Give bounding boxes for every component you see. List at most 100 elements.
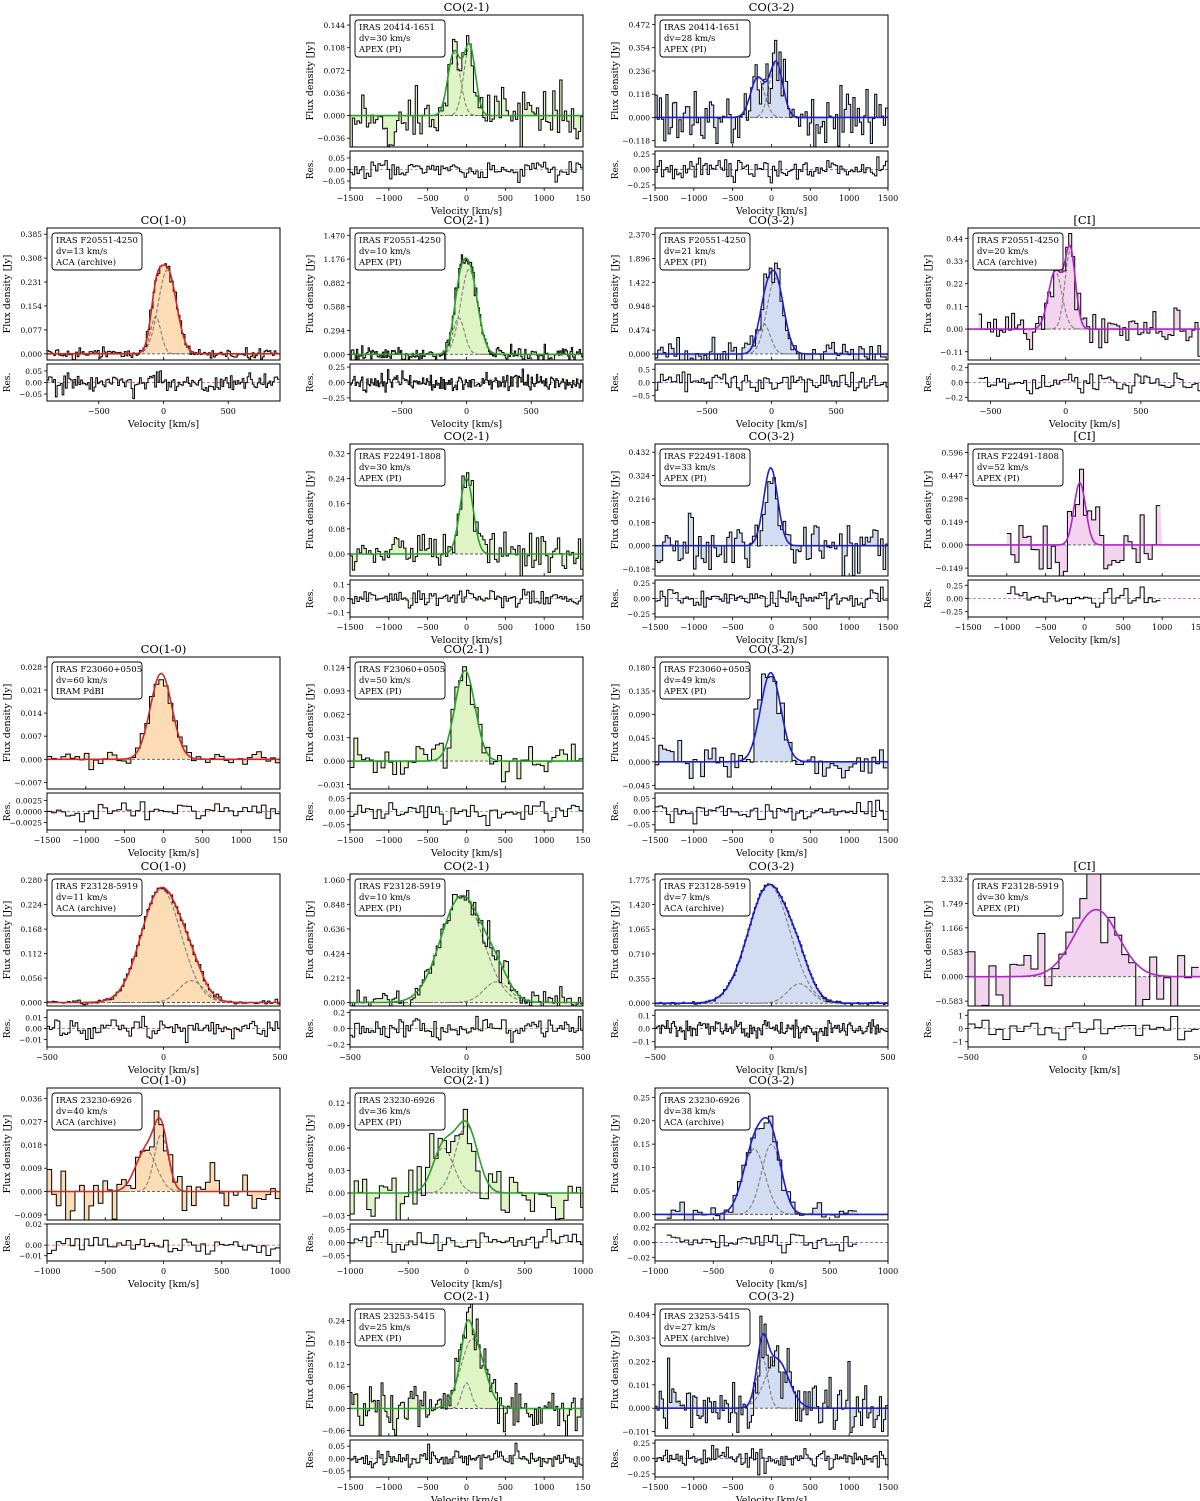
spectrum-panel-p5_1: CO(2-1) −0.03 0.00 0.03 0.06 0.09 0.12 −0.05 0.0… bbox=[305, 1073, 593, 1290]
x-tick-label: 1000 bbox=[839, 836, 859, 845]
x-tick-label: 0 bbox=[464, 1483, 469, 1492]
annotation-frame bbox=[354, 878, 446, 917]
annotation-frame bbox=[354, 1308, 446, 1347]
y-tick-label: 0.108 bbox=[324, 44, 346, 53]
x-tick-label: 1000 bbox=[534, 1483, 554, 1492]
plot-area bbox=[968, 233, 1200, 357]
residual-step bbox=[978, 372, 1200, 395]
x-tick-label: −500 bbox=[417, 194, 439, 203]
x-tick-label: −1000 bbox=[375, 1483, 402, 1492]
panel-title-line: [CI] bbox=[1073, 429, 1095, 443]
spectrum-panel-p1_2: CO(3-2) 0.000 0.474 0.948 1.422 1.896 2.370 −0.… bbox=[610, 213, 889, 430]
x-tick-label: −1000 bbox=[680, 836, 707, 845]
y-tick-label: −0.045 bbox=[622, 781, 650, 790]
x-axis-label: Velocity [km/s] bbox=[1048, 635, 1120, 646]
x-tick-label: 0 bbox=[161, 1267, 166, 1276]
total-fit-line bbox=[968, 481, 1200, 546]
y-tick-label: 0.424 bbox=[324, 949, 346, 958]
spectrum-panel-p1_0: CO(1-0)0.0000.0770.1540.2310.3080.385−0.… bbox=[2, 213, 281, 430]
y-tick-label: 0.948 bbox=[629, 302, 651, 311]
y-axis-label: Flux density [Jy] bbox=[610, 255, 621, 334]
plot-area bbox=[350, 666, 583, 783]
x-axis-label: Velocity [km/s] bbox=[430, 206, 502, 217]
y-tick-label: 1.060 bbox=[324, 876, 346, 885]
instrument-name: ACA (archive) bbox=[55, 1117, 116, 1128]
y-tick-label: 0.472 bbox=[629, 20, 651, 29]
x-tick-label: 1000 bbox=[231, 836, 251, 845]
res-axis-label: Res. bbox=[3, 802, 13, 822]
annotation-frame bbox=[51, 232, 143, 271]
x-tick-label: 500 bbox=[803, 623, 818, 632]
y-tick-label: 0.06 bbox=[328, 1144, 345, 1153]
x-tick-label: −1500 bbox=[641, 623, 668, 632]
x-tick-label: −500 bbox=[36, 1053, 58, 1062]
y-axis-label: Flux density [Jy] bbox=[305, 901, 316, 980]
x-axis-label: Velocity [km/s] bbox=[735, 1065, 807, 1076]
res-tick-label: 0 bbox=[958, 1025, 963, 1034]
y-axis-label: Flux density [Jy] bbox=[2, 901, 13, 980]
res-axis-label: Res. bbox=[306, 1233, 316, 1253]
panel-title-line: CO(3-2) bbox=[749, 1289, 795, 1303]
y-tick-label: 0.00 bbox=[328, 550, 345, 559]
res-axis-label: Res. bbox=[3, 1019, 13, 1039]
y-tick-label: 0.031 bbox=[324, 734, 345, 743]
x-axis-label: Velocity [km/s] bbox=[735, 1279, 807, 1290]
channel-width: dv=38 km/s bbox=[664, 1107, 715, 1117]
res-tick-label: −0.01 bbox=[19, 1035, 42, 1044]
y-tick-label: −0.03 bbox=[322, 1212, 345, 1221]
x-tick-label: −1500 bbox=[641, 836, 668, 845]
y-tick-label: 0.355 bbox=[629, 975, 651, 984]
channel-width: dv=30 km/s bbox=[359, 34, 410, 44]
y-tick-label: 0.224 bbox=[21, 901, 43, 910]
y-tick-label: −0.149 bbox=[935, 564, 963, 573]
spectrum-panel-p4_1: CO(2-1) 0.000 0.212 0.424 0.636 0.848 1.060 −0.… bbox=[305, 859, 591, 1076]
y-tick-label: 0.710 bbox=[629, 950, 651, 959]
channel-width: dv=13 km/s bbox=[56, 247, 107, 257]
x-tick-label: 1500 bbox=[1191, 623, 1200, 632]
x-tick-label: 150 bbox=[575, 194, 590, 203]
res-axis-label: Res. bbox=[611, 589, 621, 609]
x-tick-label: 0 bbox=[464, 194, 469, 203]
y-tick-label: −0.009 bbox=[14, 1211, 42, 1220]
plot-area bbox=[47, 1110, 280, 1220]
spectrum-fill bbox=[350, 666, 583, 782]
res-tick-label: 0.05 bbox=[633, 794, 650, 803]
source-name: IRAS F22491-1808 bbox=[664, 452, 746, 462]
x-tick-label: −500 bbox=[722, 194, 744, 203]
res-tick-label: 0.25 bbox=[633, 150, 650, 159]
x-axis-label: Velocity [km/s] bbox=[430, 1065, 502, 1076]
y-axis-label: Flux density [Jy] bbox=[923, 901, 934, 980]
panel-title-line: CO(3-2) bbox=[749, 642, 795, 656]
spectrum-fill bbox=[655, 477, 888, 576]
x-tick-label: −500 bbox=[1035, 623, 1057, 632]
y-tick-label: 0.08 bbox=[328, 525, 345, 534]
x-tick-label: 500 bbox=[803, 194, 818, 203]
annotation-frame bbox=[659, 448, 751, 487]
panel-title-line: CO(3-2) bbox=[749, 0, 795, 14]
y-tick-label: 1.896 bbox=[629, 254, 651, 263]
spectrum-step bbox=[350, 1108, 583, 1220]
y-tick-label: 0.583 bbox=[942, 948, 964, 957]
y-axis-label: Flux density [Jy] bbox=[610, 471, 621, 550]
y-axis-label: Flux density [Jy] bbox=[305, 42, 316, 121]
y-tick-label: 0.056 bbox=[21, 974, 43, 983]
x-tick-label: −1500 bbox=[336, 623, 363, 632]
x-tick-label: −500 bbox=[114, 836, 136, 845]
res-tick-label: 0.0 bbox=[638, 379, 650, 388]
y-axis-label: Flux density [Jy] bbox=[2, 684, 13, 763]
x-tick-label: 1000 bbox=[878, 1267, 898, 1276]
y-tick-label: −0.036 bbox=[317, 134, 345, 143]
res-axis-label: Res. bbox=[306, 802, 316, 822]
y-tick-label: 2.332 bbox=[942, 875, 964, 884]
res-tick-label: −0.25 bbox=[627, 181, 650, 190]
residual-area bbox=[655, 1445, 888, 1476]
source-name: IRAS F20551-4250 bbox=[977, 236, 1059, 246]
instrument-name: ACA (archive) bbox=[55, 257, 116, 268]
y-tick-label: 0.124 bbox=[324, 664, 346, 673]
x-tick-label: 500 bbox=[517, 1267, 532, 1276]
spectrum-step bbox=[666, 1115, 858, 1220]
res-tick-label: 0.00 bbox=[25, 1241, 42, 1250]
residual-step bbox=[47, 1237, 280, 1256]
x-tick-label: 1000 bbox=[534, 623, 554, 632]
